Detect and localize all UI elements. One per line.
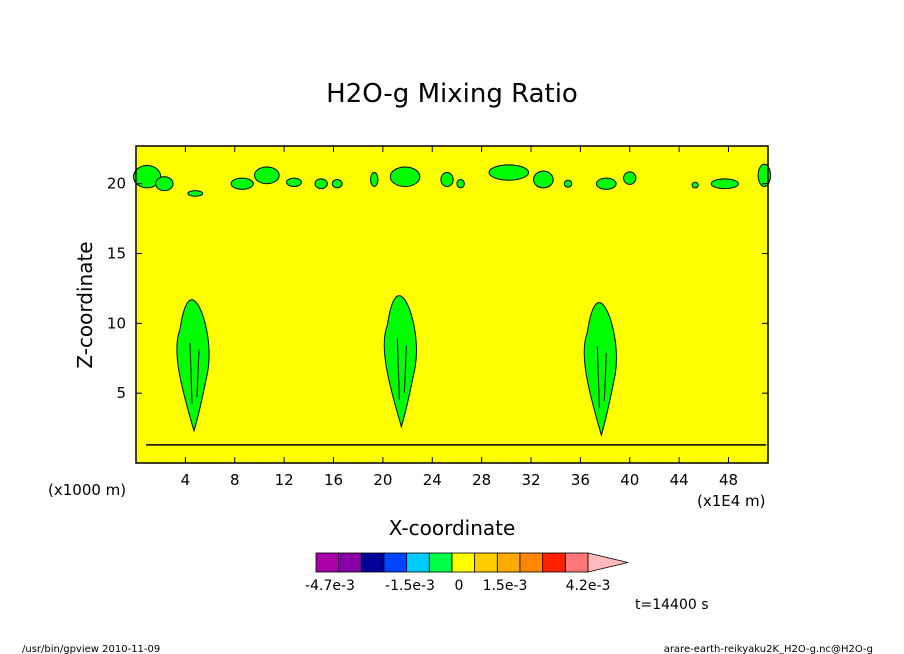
plume-contour — [583, 302, 617, 437]
x-tick-label: 20 — [373, 471, 392, 489]
x-tick-label: 12 — [275, 471, 294, 489]
colorbar-swatch — [474, 552, 498, 573]
x-tick-label: 36 — [571, 471, 590, 489]
colorbar — [315, 552, 629, 573]
contour-patch — [623, 171, 637, 185]
plume-inner-contour — [596, 346, 607, 408]
colorbar-swatch — [360, 552, 385, 573]
footer-right: arare-earth-reikyaku2K_H2O-g.nc@H2O-g — [664, 644, 873, 654]
contour-patch — [230, 177, 254, 190]
contour-patch — [286, 177, 302, 187]
colorbar-swatch — [451, 552, 476, 573]
x-unit-left: (x1000 m) — [48, 481, 126, 499]
x-tick-label: 16 — [324, 471, 343, 489]
x-ticks: 4 8 12 16 20 24 28 32 36 40 44 48 — [181, 146, 738, 489]
colorbar-swatch — [315, 552, 340, 573]
y-tick-label: 20 — [107, 175, 126, 193]
x-tick-label: 24 — [423, 471, 442, 489]
colorbar-label: -4.7e-3 — [305, 578, 355, 594]
contour-patch — [133, 165, 162, 189]
colorbar-swatch — [338, 552, 362, 573]
colorbar-swatch — [519, 552, 544, 573]
contour-patch — [187, 190, 204, 197]
contour-patch — [691, 181, 699, 189]
contour-patch — [595, 177, 617, 190]
plume-inner-contour — [189, 342, 200, 404]
contour-patch — [155, 176, 174, 192]
y-ticks: 5 10 15 20 — [107, 175, 768, 402]
contour-patch — [389, 166, 421, 187]
contour-patch — [254, 166, 280, 185]
contour-patch — [563, 179, 573, 188]
colorbar-labels: -4.7e-3 -1.5e-3 0 1.5e-3 4.2e-3 — [305, 578, 610, 594]
colorbar-label: 4.2e-3 — [566, 578, 611, 594]
plume-contour — [176, 299, 210, 433]
colorbar-label: 0 — [455, 578, 464, 594]
x-tick-label: 48 — [719, 471, 738, 489]
contour-patch — [314, 178, 328, 190]
contour-patch — [488, 164, 530, 181]
colorbar-swatch — [406, 552, 430, 573]
plot-background — [136, 146, 768, 463]
colorbar-label: 1.5e-3 — [483, 578, 528, 594]
plot-area — [133, 145, 771, 464]
colorbar-swatch — [383, 552, 408, 573]
colorbar-arrow — [587, 552, 629, 573]
colorbar-swatch — [542, 552, 566, 573]
contour-patch — [331, 179, 343, 189]
time-label: t=14400 s — [635, 597, 709, 613]
x-tick-label: 32 — [521, 471, 540, 489]
contour-patch — [532, 170, 554, 189]
plot-frame — [135, 145, 769, 464]
colorbar-swatch — [496, 552, 521, 573]
y-tick-label: 15 — [107, 245, 126, 263]
contour-patch — [440, 172, 454, 187]
y-tick-label: 10 — [107, 314, 126, 332]
contour-patch — [710, 178, 739, 190]
y-tick-label: 5 — [116, 384, 126, 402]
footer-left: /usr/bin/gpview 2010-11-09 — [22, 644, 160, 654]
contour-patch — [370, 172, 379, 187]
x-axis-label: X-coordinate — [389, 516, 516, 540]
plume-contour — [383, 295, 417, 429]
x-tick-label: 40 — [620, 471, 639, 489]
colorbar-label: -1.5e-3 — [385, 578, 435, 594]
contour-patch — [456, 179, 465, 189]
chart-title: H2O-g Mixing Ratio — [326, 79, 578, 109]
x-tick-label: 44 — [670, 471, 689, 489]
colorbar-swatch — [428, 552, 453, 573]
plume-inner-contour — [396, 338, 407, 400]
x-unit-right: (x1E4 m) — [697, 492, 766, 510]
y-axis-label: Z-coordinate — [73, 241, 97, 368]
x-tick-label: 28 — [472, 471, 491, 489]
colorbar-swatch — [564, 552, 589, 573]
x-tick-label: 8 — [230, 471, 240, 489]
x-tick-label: 4 — [181, 471, 191, 489]
